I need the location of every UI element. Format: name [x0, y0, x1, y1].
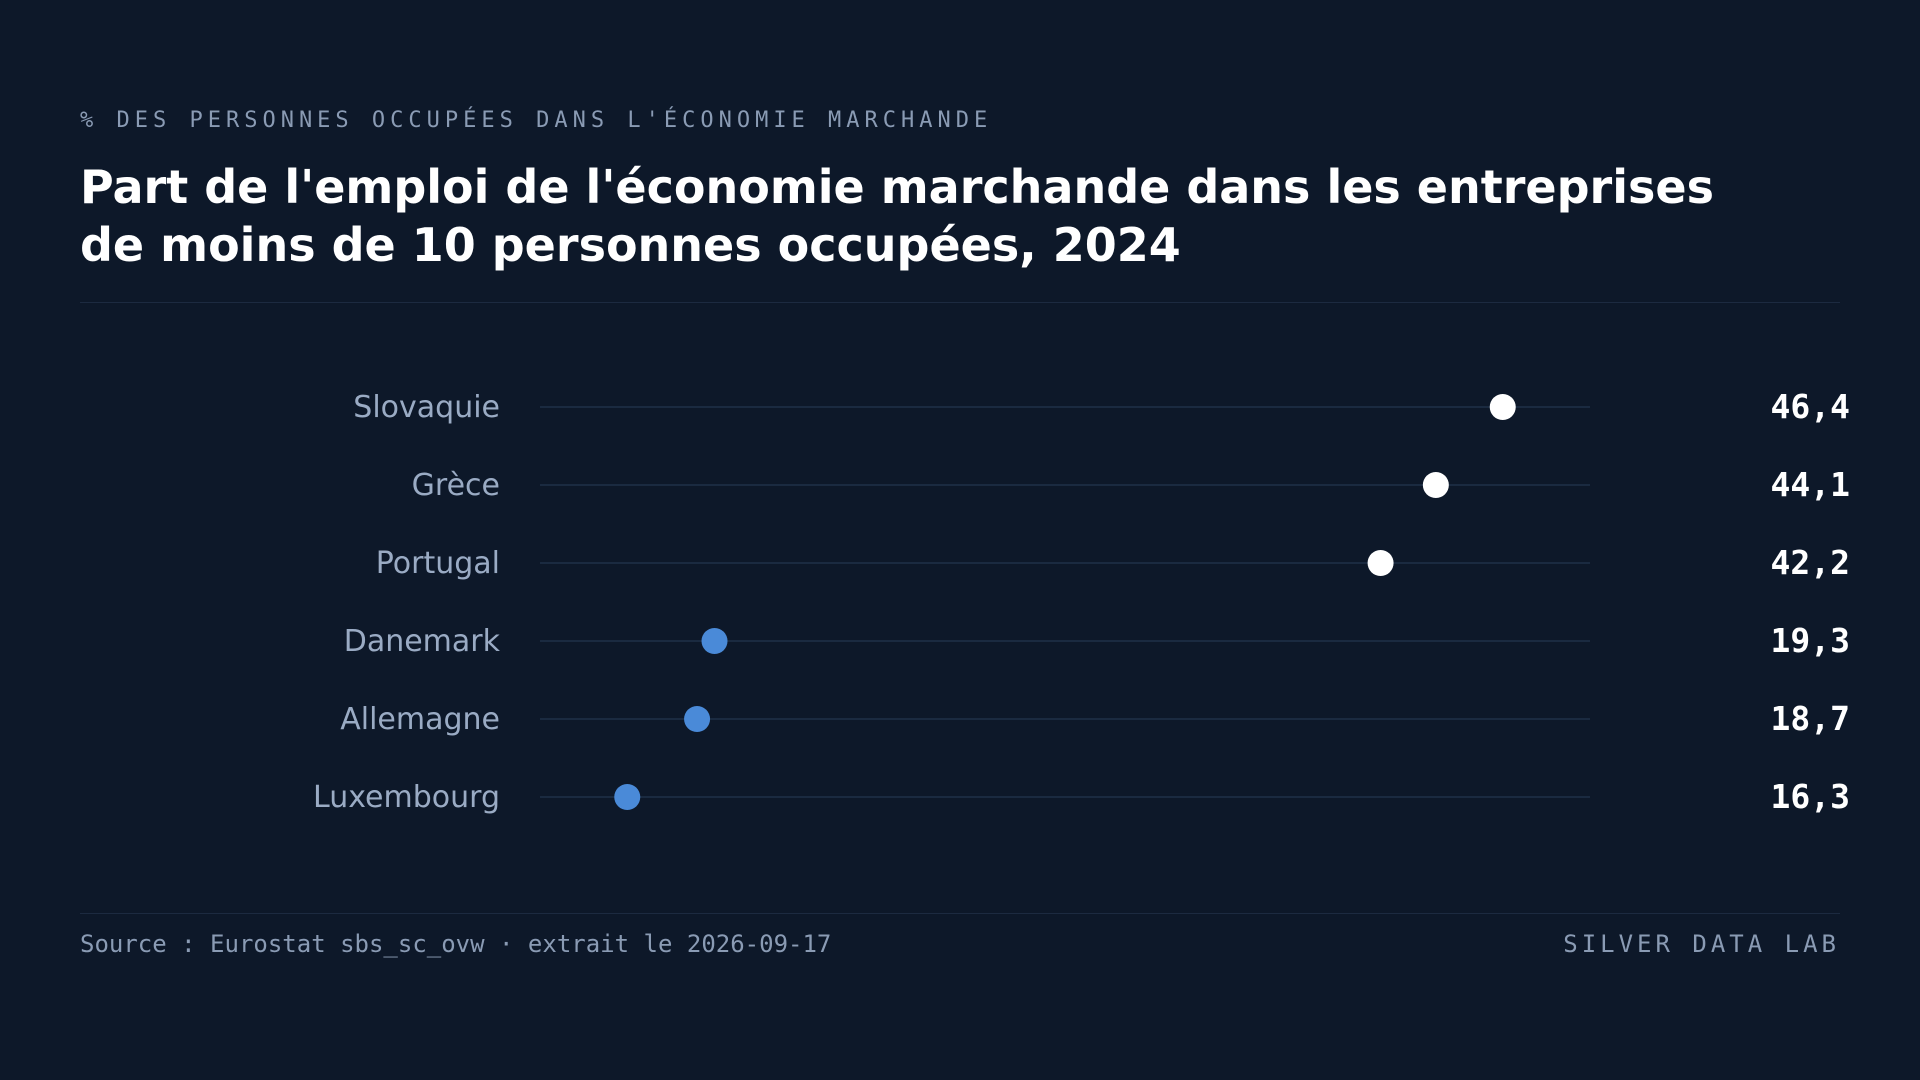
- chart-row: Portugal 42,2: [376, 543, 1850, 582]
- value-label: 42,2: [1771, 543, 1850, 582]
- data-point: [684, 706, 711, 732]
- value-label: 18,7: [1771, 699, 1850, 738]
- chart-row: Luxembourg 16,3: [313, 777, 1850, 816]
- data-point: [701, 628, 728, 654]
- chart-title: Part de l'emploi de l'économie marchande…: [80, 160, 1714, 272]
- header-divider: [80, 302, 1840, 303]
- value-label: 16,3: [1771, 777, 1850, 816]
- data-point: [614, 784, 641, 810]
- data-point: [1422, 472, 1449, 498]
- brand-label: SILVER DATA LAB: [1563, 930, 1840, 958]
- chart-subtitle: % DES PERSONNES OCCUPÉES DANS L'ÉCONOMIE…: [80, 108, 993, 133]
- chart-row: Slovaquie 46,4: [353, 387, 1850, 426]
- chart-row: Danemark 19,3: [344, 621, 1850, 660]
- category-label: Luxembourg: [313, 780, 500, 815]
- category-label: Grèce: [412, 468, 500, 503]
- data-point: [1489, 394, 1516, 420]
- chart-row: Allemagne 18,7: [340, 699, 1850, 738]
- category-label: Portugal: [376, 546, 500, 581]
- category-label: Allemagne: [340, 702, 500, 737]
- value-label: 46,4: [1771, 387, 1850, 426]
- value-label: 44,1: [1771, 465, 1850, 504]
- data-point: [1367, 550, 1394, 576]
- chart-row: Grèce 44,1: [412, 465, 1850, 504]
- category-label: Danemark: [344, 624, 501, 659]
- source-note: Source : Eurostat sbs_sc_ovw · extrait l…: [80, 930, 832, 958]
- value-label: 19,3: [1771, 621, 1850, 660]
- footer-divider: [80, 913, 1840, 914]
- category-label: Slovaquie: [353, 390, 500, 425]
